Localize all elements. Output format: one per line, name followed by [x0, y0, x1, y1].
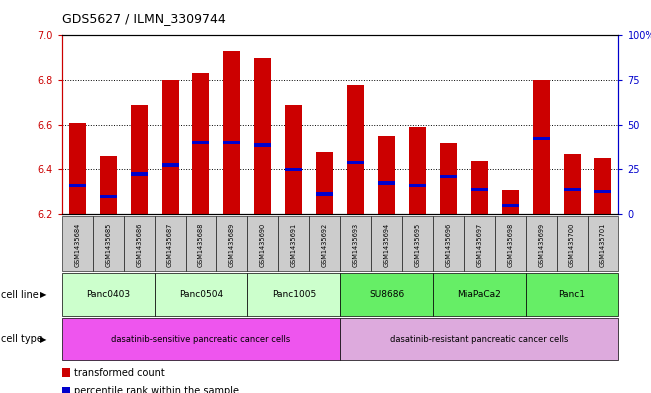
Bar — [161, 80, 178, 214]
Bar — [471, 188, 488, 191]
Text: Panc1: Panc1 — [559, 290, 585, 299]
Bar — [594, 158, 611, 214]
Bar — [285, 105, 302, 214]
Bar — [594, 190, 611, 193]
Text: ▶: ▶ — [40, 335, 47, 343]
Text: SU8686: SU8686 — [369, 290, 404, 299]
Bar — [316, 193, 333, 196]
Text: GSM1435687: GSM1435687 — [167, 223, 173, 267]
Bar — [502, 204, 519, 207]
Text: GSM1435697: GSM1435697 — [477, 223, 482, 267]
Text: GSM1435692: GSM1435692 — [322, 223, 327, 267]
Bar — [409, 184, 426, 187]
Text: GSM1435696: GSM1435696 — [445, 223, 451, 267]
Bar — [440, 174, 457, 178]
Bar — [69, 184, 86, 187]
Bar — [564, 188, 581, 191]
Bar — [378, 136, 395, 214]
Text: GSM1435700: GSM1435700 — [569, 223, 575, 267]
Bar — [193, 141, 210, 144]
Bar — [440, 143, 457, 214]
Text: MiaPaCa2: MiaPaCa2 — [458, 290, 501, 299]
Bar — [502, 189, 519, 214]
Text: GSM1435698: GSM1435698 — [507, 223, 513, 267]
Text: GSM1435686: GSM1435686 — [136, 223, 142, 267]
Bar — [69, 123, 86, 214]
Bar — [285, 168, 302, 171]
Text: GSM1435699: GSM1435699 — [538, 223, 544, 267]
Bar — [161, 163, 178, 167]
Text: GSM1435695: GSM1435695 — [415, 223, 421, 267]
Bar — [131, 105, 148, 214]
Text: GSM1435685: GSM1435685 — [105, 223, 111, 267]
Bar — [409, 127, 426, 214]
Text: GSM1435684: GSM1435684 — [74, 223, 80, 267]
Bar — [533, 137, 549, 140]
Text: percentile rank within the sample: percentile rank within the sample — [74, 386, 238, 393]
Bar — [378, 181, 395, 184]
Text: ▶: ▶ — [40, 290, 47, 299]
Text: dasatinib-resistant pancreatic cancer cells: dasatinib-resistant pancreatic cancer ce… — [390, 335, 568, 343]
Bar — [255, 58, 271, 214]
Text: cell type: cell type — [1, 334, 43, 344]
Text: Panc0403: Panc0403 — [86, 290, 130, 299]
Bar — [255, 143, 271, 147]
Text: GSM1435693: GSM1435693 — [353, 223, 359, 267]
Text: cell line: cell line — [1, 290, 39, 300]
Bar — [131, 173, 148, 176]
Text: dasatinib-sensitive pancreatic cancer cells: dasatinib-sensitive pancreatic cancer ce… — [111, 335, 290, 343]
Bar — [223, 141, 240, 144]
Bar — [533, 80, 549, 214]
Text: GSM1435688: GSM1435688 — [198, 223, 204, 267]
Text: transformed count: transformed count — [74, 367, 164, 378]
Text: GSM1435694: GSM1435694 — [383, 223, 389, 267]
Bar — [100, 156, 117, 214]
Bar — [100, 195, 117, 198]
Bar — [471, 160, 488, 214]
Text: GSM1435689: GSM1435689 — [229, 223, 235, 267]
Bar — [223, 51, 240, 214]
Text: GSM1435701: GSM1435701 — [600, 223, 606, 267]
Text: GSM1435690: GSM1435690 — [260, 223, 266, 267]
Text: Panc1005: Panc1005 — [271, 290, 316, 299]
Bar — [193, 73, 210, 214]
Bar — [316, 152, 333, 214]
Bar — [347, 161, 364, 164]
Text: GSM1435691: GSM1435691 — [291, 223, 297, 267]
Text: Panc0504: Panc0504 — [179, 290, 223, 299]
Bar — [564, 154, 581, 214]
Text: GDS5627 / ILMN_3309744: GDS5627 / ILMN_3309744 — [62, 12, 226, 25]
Bar — [347, 84, 364, 214]
